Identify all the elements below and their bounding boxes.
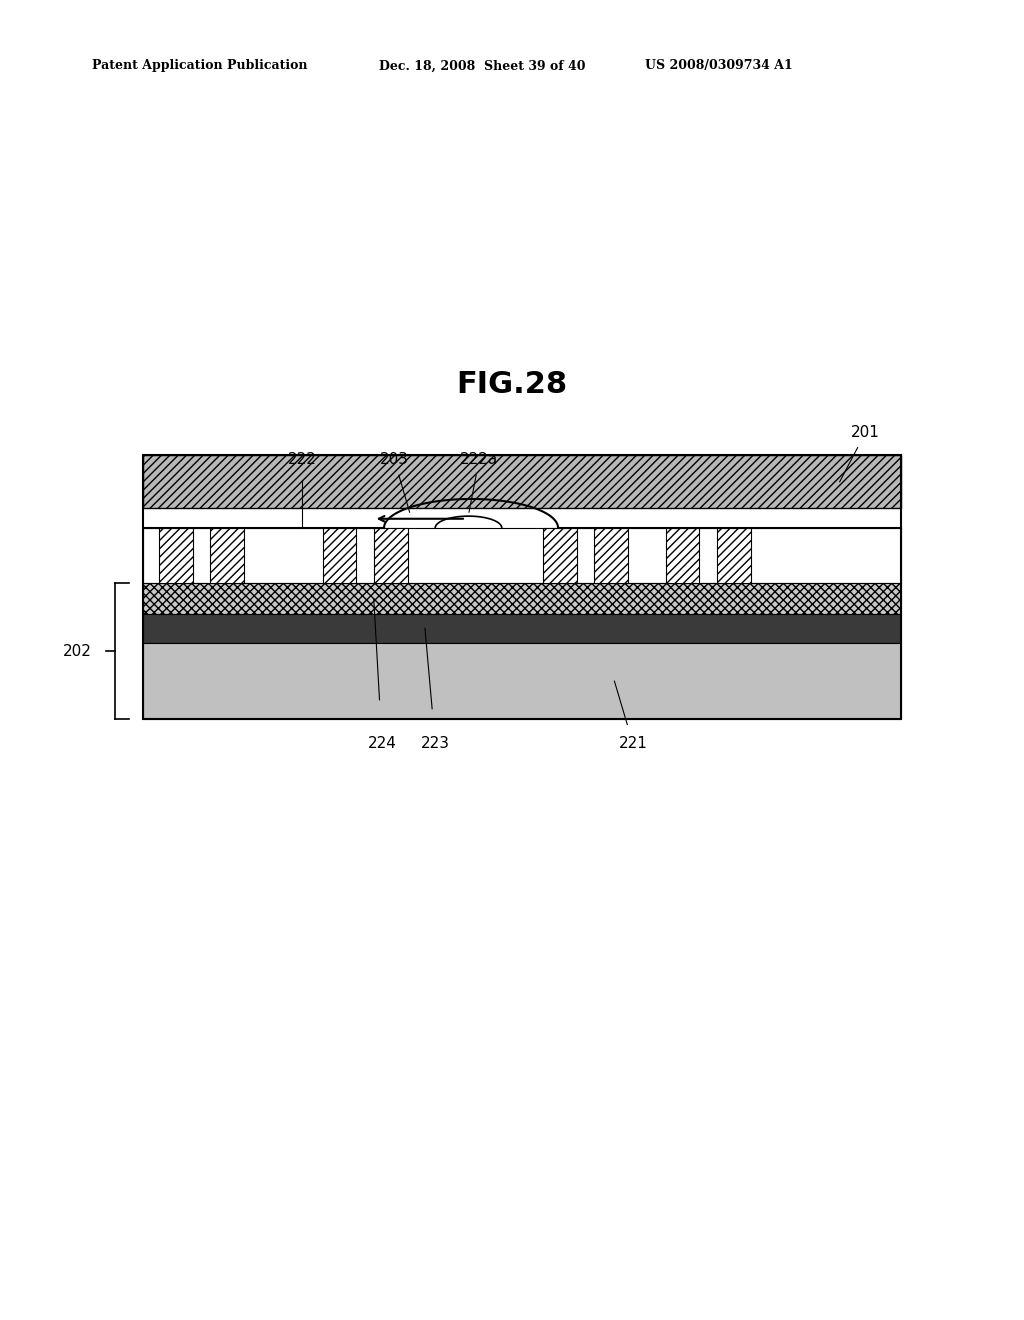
Text: Patent Application Publication: Patent Application Publication: [92, 59, 307, 73]
Text: 201: 201: [851, 425, 880, 441]
Text: 202: 202: [63, 644, 92, 659]
Text: 203: 203: [380, 451, 409, 467]
Bar: [143, 583, 901, 614]
Bar: [143, 614, 901, 643]
Bar: [543, 528, 577, 583]
Bar: [717, 528, 751, 583]
Bar: [594, 528, 628, 583]
Bar: [143, 455, 901, 508]
Text: 222a: 222a: [460, 451, 499, 467]
Text: 221: 221: [618, 735, 647, 751]
Bar: [143, 455, 901, 508]
Text: 224: 224: [368, 735, 396, 751]
Text: 222: 222: [288, 451, 316, 467]
Bar: [323, 528, 356, 583]
Text: 223: 223: [421, 735, 450, 751]
Bar: [374, 528, 408, 583]
Bar: [143, 455, 901, 719]
Bar: [159, 528, 193, 583]
Bar: [143, 643, 901, 719]
Text: FIG.28: FIG.28: [457, 370, 567, 399]
Text: US 2008/0309734 A1: US 2008/0309734 A1: [645, 59, 793, 73]
Text: Dec. 18, 2008  Sheet 39 of 40: Dec. 18, 2008 Sheet 39 of 40: [379, 59, 586, 73]
Bar: [666, 528, 699, 583]
Bar: [143, 528, 901, 583]
Bar: [210, 528, 244, 583]
Bar: [143, 643, 901, 719]
